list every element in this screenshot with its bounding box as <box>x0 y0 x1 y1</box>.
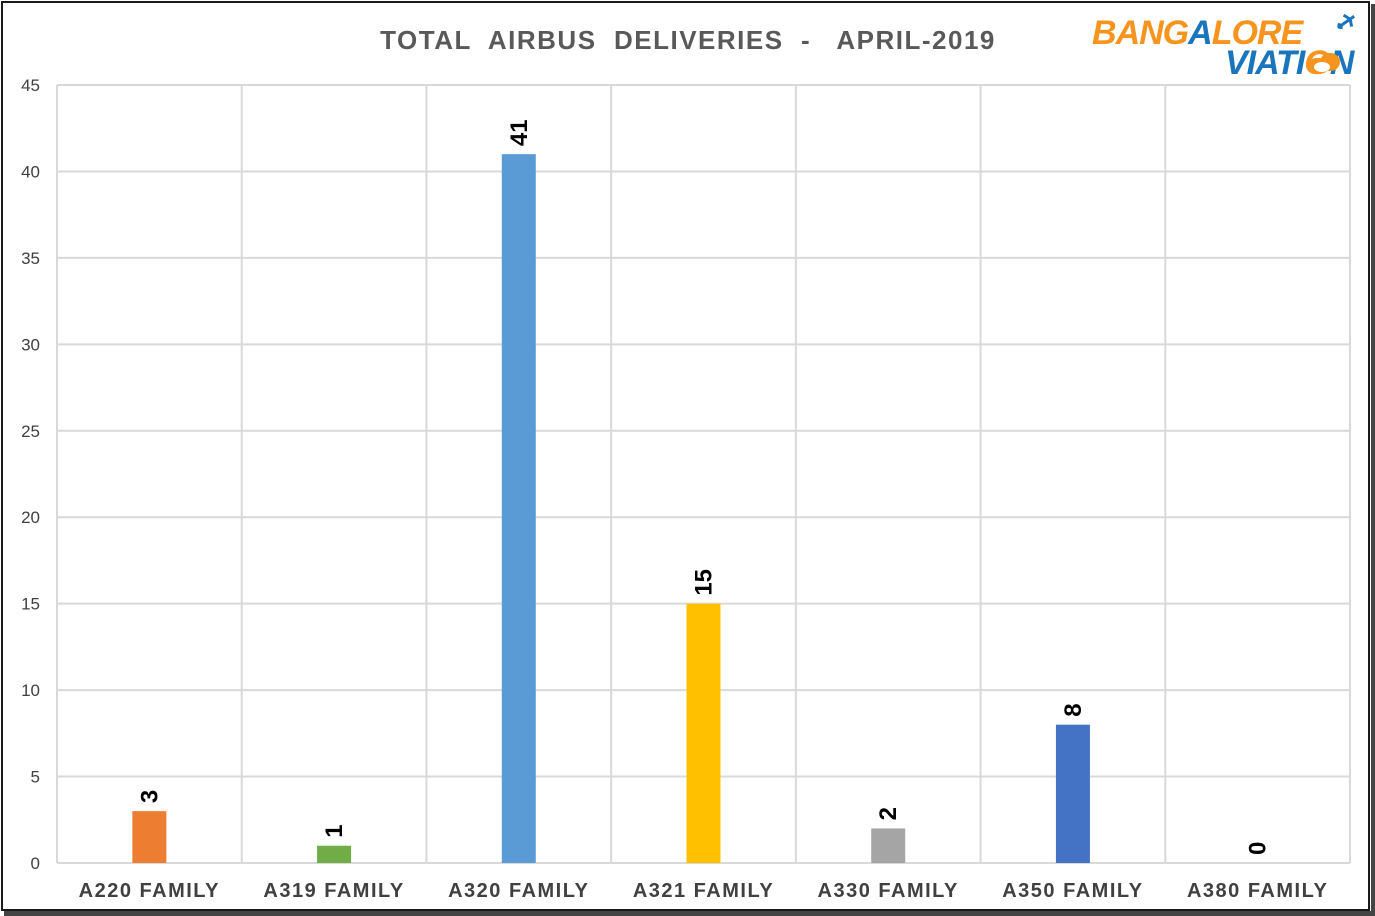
data-labels: 3 1 41 15 2 8 0 <box>136 119 1271 855</box>
chart-title: TOTAL AIRBUS DELIVERIES - APRIL-2019 <box>380 25 996 55</box>
x-tick-label: A330 FAMILY <box>818 880 959 902</box>
bar <box>1055 724 1090 863</box>
y-tick-label: 25 <box>21 422 40 441</box>
frame-shadow-bottom <box>4 911 1375 916</box>
gridlines <box>56 84 1351 864</box>
x-tick-label: A380 FAMILY <box>1187 880 1328 902</box>
bar <box>317 845 352 863</box>
y-tick-label: 10 <box>21 681 40 700</box>
bar <box>501 154 536 864</box>
bar <box>871 828 906 863</box>
y-tick-label: 5 <box>31 768 40 787</box>
data-label: 1 <box>321 824 348 837</box>
y-axis-ticks: 0 5 10 15 20 25 30 35 40 45 <box>21 76 40 873</box>
y-tick-label: 30 <box>21 335 40 354</box>
x-tick-label: A350 FAMILY <box>1002 880 1143 902</box>
bar <box>132 811 167 863</box>
y-tick-label: 0 <box>31 854 40 873</box>
x-tick-label: A319 FAMILY <box>263 880 404 902</box>
data-label: 2 <box>875 807 902 820</box>
y-tick-label: 20 <box>21 508 40 527</box>
bar <box>686 603 721 863</box>
x-tick-label: A220 FAMILY <box>79 880 220 902</box>
logo: BANGALORE VIATION <box>1092 13 1357 82</box>
cloud-icon <box>1306 53 1340 74</box>
data-label: 8 <box>1060 703 1087 716</box>
x-tick-label: A320 FAMILY <box>448 880 589 902</box>
x-tick-label: A321 FAMILY <box>633 880 774 902</box>
airplane-icon <box>1336 13 1356 30</box>
logo-line1: BANGALORE <box>1092 14 1304 52</box>
y-tick-label: 40 <box>21 162 40 181</box>
data-label: 3 <box>136 790 163 803</box>
data-label: 41 <box>506 119 533 146</box>
x-axis-ticks: A220 FAMILY A319 FAMILY A320 FAMILY A321 FA… <box>79 880 1328 902</box>
y-tick-label: 15 <box>21 595 40 614</box>
y-tick-label: 35 <box>21 249 40 268</box>
frame-shadow-right <box>1371 4 1375 914</box>
data-label: 15 <box>691 569 718 596</box>
bars <box>132 154 1090 864</box>
y-tick-label: 45 <box>21 76 40 95</box>
data-label: 0 <box>1245 842 1272 855</box>
